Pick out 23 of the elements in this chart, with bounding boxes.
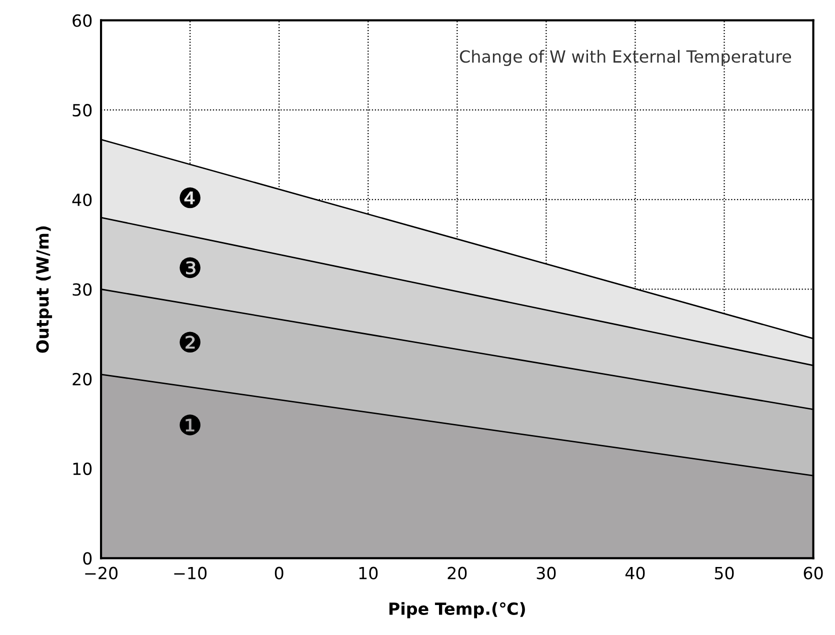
series-label: ❶	[180, 414, 200, 436]
y-tick-label: 10	[73, 462, 92, 476]
series-label: ❹	[180, 187, 200, 208]
y-tick-label: 50	[72, 104, 92, 117]
x-tick-label: 50	[714, 566, 734, 580]
y-tick-label: 30	[72, 283, 92, 296]
x-tick-label: 0	[274, 566, 284, 580]
y-tick-label: 60	[72, 14, 92, 27]
x-axis-title: Pipe Temp.(℃)	[389, 602, 525, 618]
x-tick-label: 10	[359, 566, 378, 580]
y-tick-label: 40	[72, 194, 92, 206]
x-tick-label: −10	[174, 566, 207, 580]
series-label: ❷	[180, 332, 200, 353]
x-tick-label: −20	[85, 566, 118, 580]
x-tick-label: 20	[448, 566, 467, 580]
x-tick-label: 30	[536, 566, 556, 580]
y-axis-title: Output (W/m)	[36, 226, 52, 353]
series-label: ❸	[180, 257, 200, 278]
x-tick-label: 40	[625, 566, 645, 580]
y-tick-label: 20	[72, 372, 92, 386]
y-tick-label: 0	[83, 552, 92, 565]
text: Change of W with External Temperature	[460, 50, 792, 66]
x-tick-label: 60	[804, 566, 823, 580]
